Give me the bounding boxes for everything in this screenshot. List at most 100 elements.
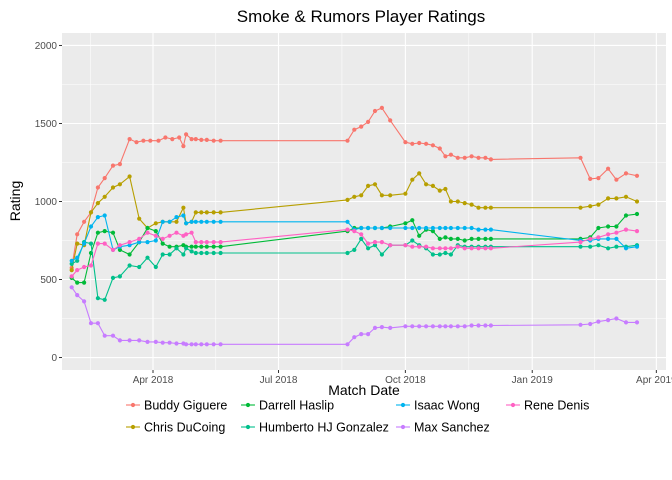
data-point	[167, 340, 172, 345]
data-point	[145, 339, 150, 344]
legend-label: Rene Denis	[524, 399, 589, 413]
data-point	[204, 250, 209, 256]
data-point	[634, 320, 640, 325]
data-point	[372, 325, 378, 330]
data-point	[623, 227, 629, 232]
data-point	[596, 243, 601, 248]
data-point	[430, 225, 435, 231]
data-point	[211, 250, 216, 256]
data-point	[634, 199, 640, 204]
data-point	[430, 246, 435, 251]
data-point	[372, 243, 378, 248]
data-point	[476, 227, 481, 232]
legend-key-point	[130, 424, 136, 430]
data-point	[488, 205, 493, 210]
legend-key-point	[245, 402, 251, 408]
data-point	[588, 244, 593, 249]
data-point	[424, 225, 429, 231]
series-line	[71, 107, 638, 268]
data-point	[359, 232, 364, 237]
x-tick-label: Jul 2018	[260, 375, 298, 386]
data-point	[88, 321, 94, 326]
data-point	[388, 243, 393, 248]
data-point	[82, 241, 87, 246]
data-point	[199, 210, 204, 215]
data-point	[127, 338, 132, 343]
series-max-sanchez	[69, 285, 640, 347]
data-point	[177, 135, 182, 140]
y-tick-label: 2000	[35, 41, 58, 52]
legend-item: Darrell Haslip	[241, 399, 334, 413]
data-point	[623, 194, 629, 199]
data-point	[588, 321, 593, 327]
data-point	[184, 221, 189, 226]
data-point	[174, 230, 179, 235]
legend-label: Chris DuCoing	[144, 421, 225, 435]
data-point	[476, 323, 481, 328]
data-point	[95, 321, 100, 326]
data-point	[211, 219, 216, 224]
data-point	[204, 210, 209, 215]
data-point	[204, 244, 209, 249]
data-point	[137, 264, 142, 270]
data-point	[424, 244, 429, 249]
data-point	[366, 183, 371, 188]
data-point	[424, 324, 429, 329]
data-point	[469, 323, 474, 328]
data-point	[417, 324, 422, 329]
data-point	[137, 236, 142, 241]
data-point	[379, 105, 384, 110]
data-point	[403, 140, 408, 145]
x-tick-label: Apr 2019	[636, 375, 672, 386]
legend-key-point	[245, 424, 251, 430]
y-tick-label: 1000	[35, 197, 58, 208]
data-point	[345, 219, 350, 224]
data-point	[417, 233, 422, 238]
legend-item: Chris DuCoing	[126, 421, 225, 435]
data-point	[88, 210, 94, 215]
data-point	[417, 140, 422, 146]
data-point	[153, 264, 158, 270]
legend-key-point	[400, 402, 406, 408]
data-point	[75, 280, 80, 285]
data-point	[117, 162, 122, 167]
data-point	[359, 332, 364, 337]
data-point	[218, 138, 223, 143]
data-point	[75, 241, 80, 246]
data-point	[189, 342, 194, 347]
legend-label: Max Sanchez	[414, 421, 490, 435]
data-point	[483, 236, 488, 241]
data-point	[596, 319, 601, 324]
data-point	[379, 193, 384, 198]
data-point	[410, 244, 415, 249]
data-point	[153, 221, 158, 226]
data-point	[403, 221, 408, 226]
data-point	[95, 241, 100, 246]
data-point	[634, 211, 640, 217]
data-point	[430, 324, 435, 329]
data-point	[455, 199, 460, 204]
data-point	[218, 250, 223, 256]
data-point	[145, 230, 150, 235]
data-point	[606, 246, 611, 251]
data-point	[117, 338, 122, 343]
data-point	[110, 185, 116, 190]
data-point	[102, 333, 107, 338]
data-point	[193, 219, 198, 224]
data-point	[95, 201, 100, 206]
data-point	[110, 163, 116, 168]
data-point	[145, 255, 150, 260]
data-point	[614, 177, 619, 182]
data-point	[218, 210, 223, 215]
data-point	[596, 235, 601, 240]
data-point	[88, 263, 94, 268]
data-point	[430, 183, 435, 188]
data-point	[403, 324, 408, 329]
data-point	[388, 193, 393, 198]
data-point	[167, 252, 172, 257]
data-point	[153, 339, 158, 344]
data-point	[614, 224, 619, 229]
y-tick-label: 500	[40, 275, 57, 286]
data-point	[634, 229, 640, 234]
data-point	[345, 138, 350, 143]
